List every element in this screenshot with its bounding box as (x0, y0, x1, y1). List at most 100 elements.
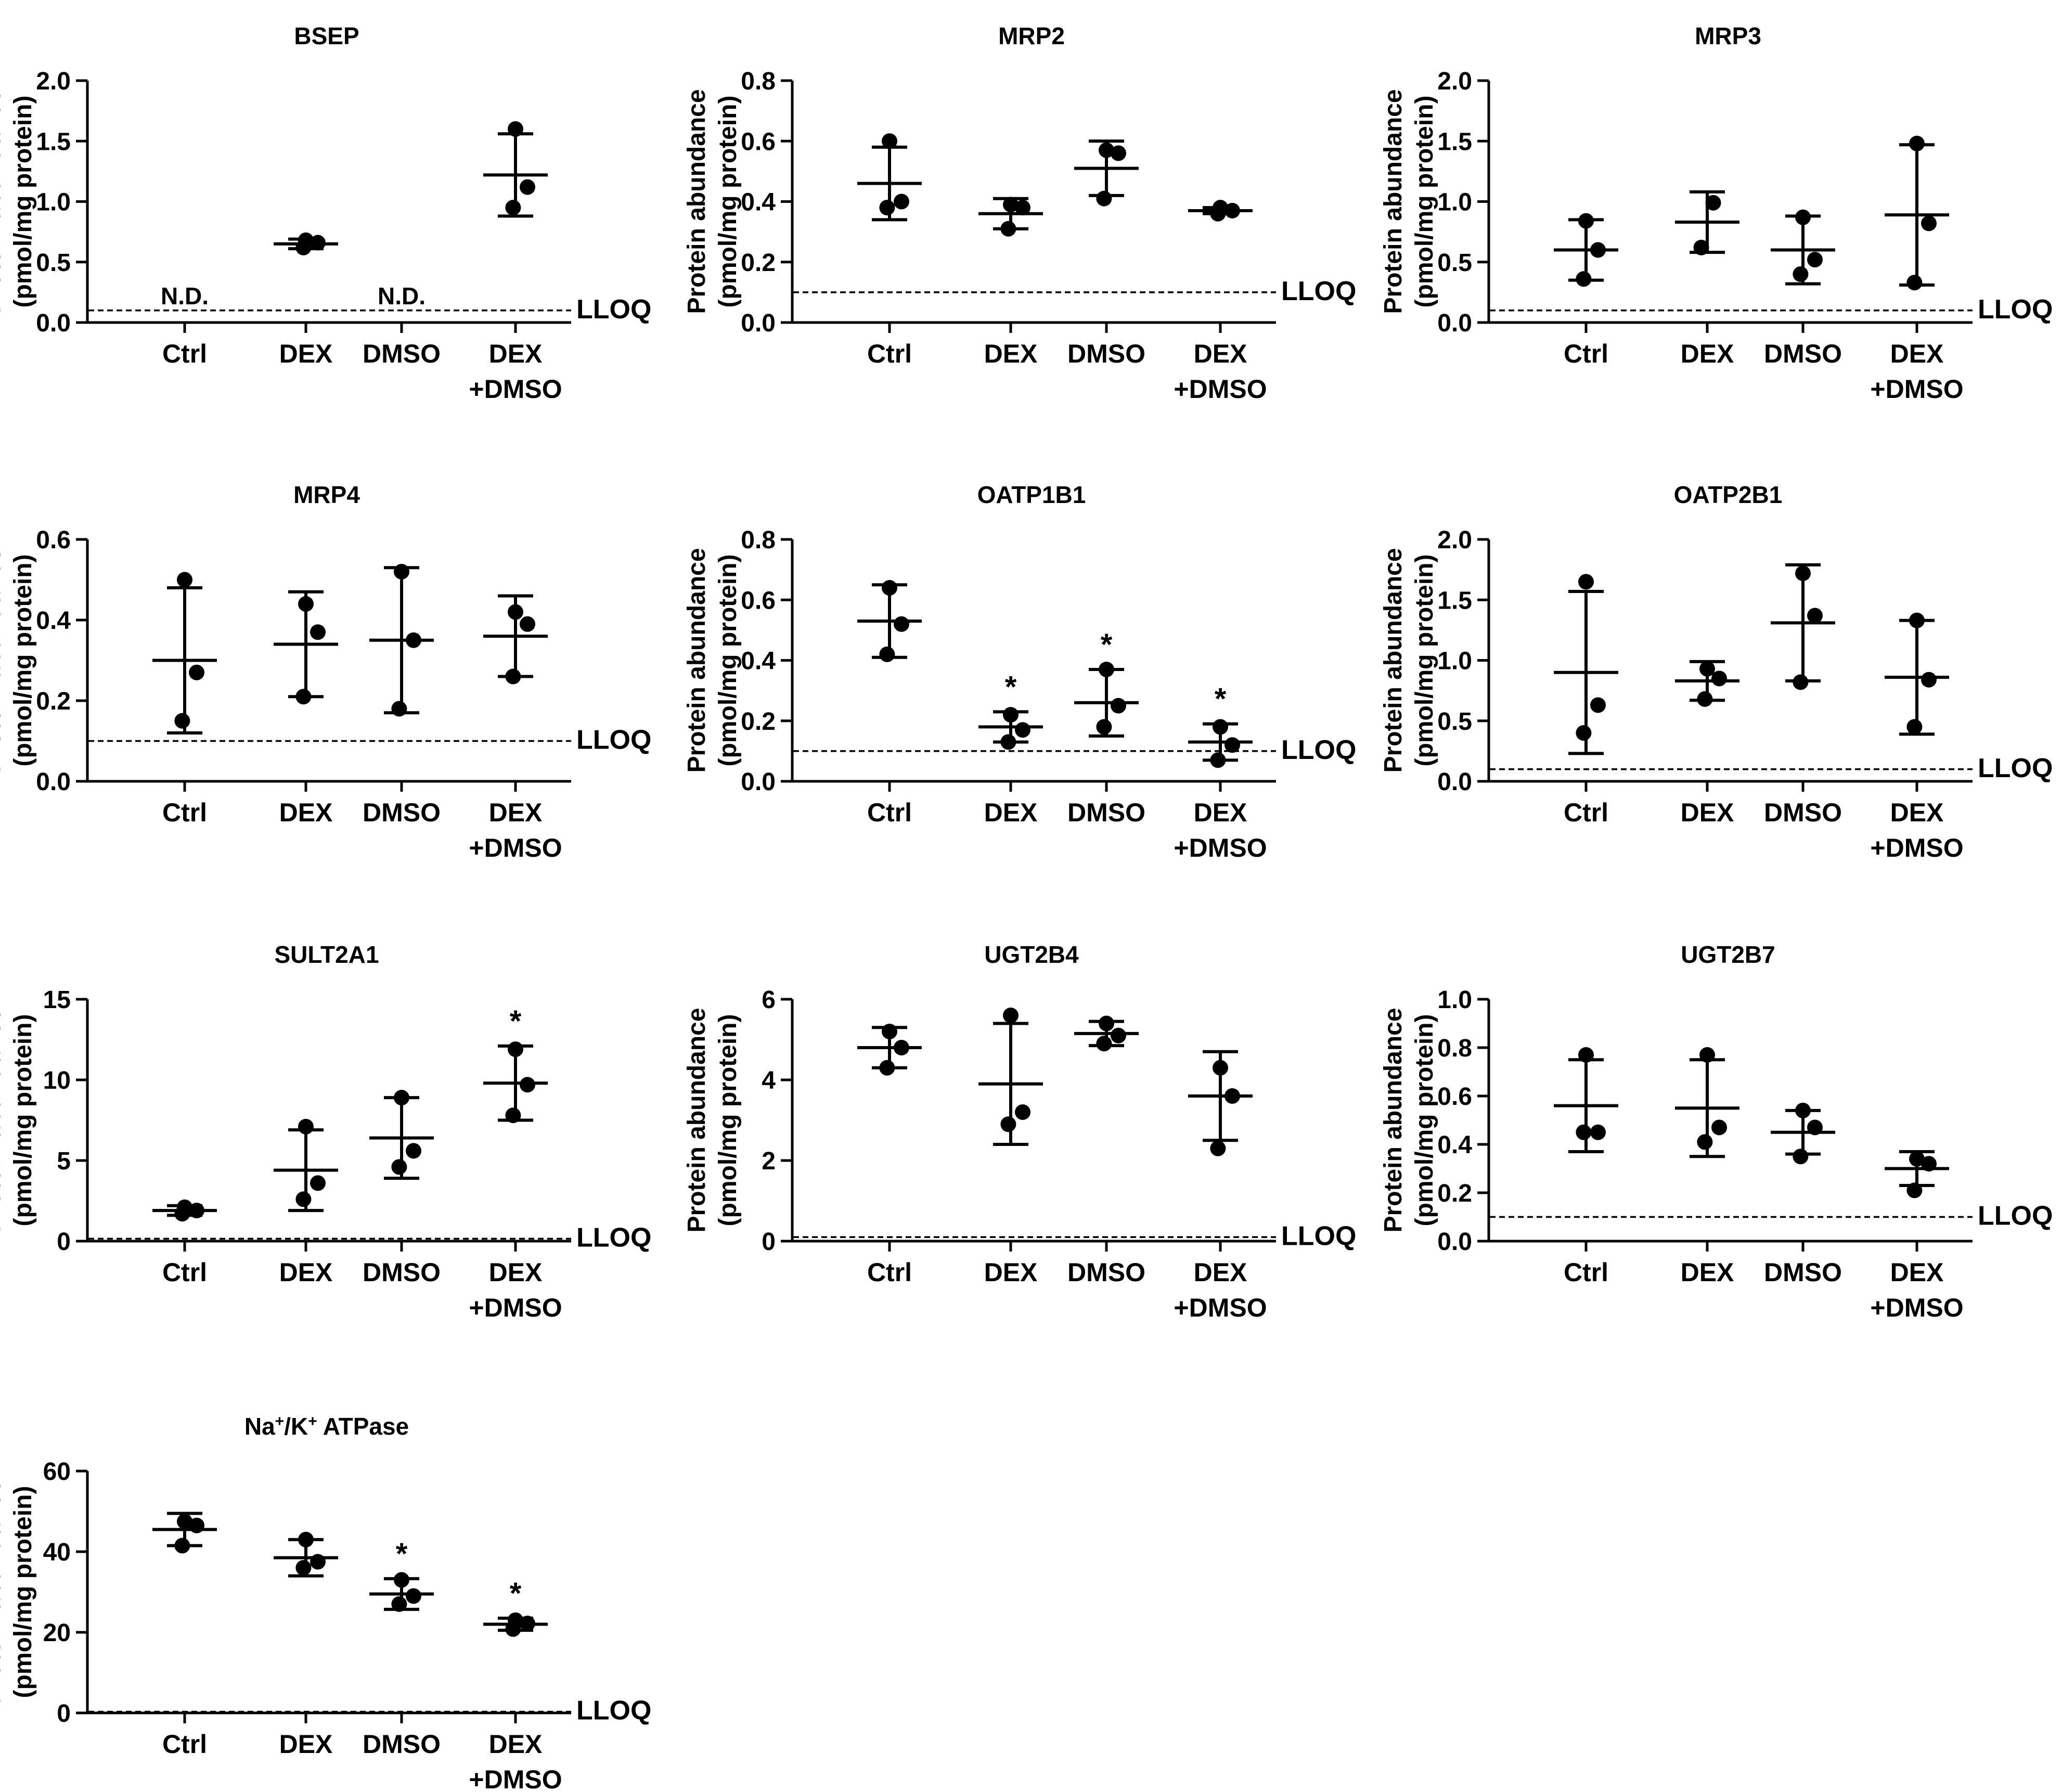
chart-panel-na-k-atpase: Na+/K+ ATPase Protein abundance (pmol/mg p… (0, 1413, 651, 1792)
x-tick-label: DEX (1890, 798, 1944, 827)
y-tick-label: 2.0 (36, 68, 71, 95)
data-point (505, 1107, 521, 1124)
data-point (189, 1517, 204, 1533)
data-point (1578, 574, 1594, 590)
data-point (1111, 1027, 1126, 1043)
chart-title: BSEP (294, 22, 359, 49)
data-point (298, 1531, 314, 1548)
chart-panel-oatp2b1: OATP2B1 Protein abundance (pmol/mg protein… (1380, 481, 2053, 862)
x-tick-label: Ctrl (1564, 339, 1608, 368)
data-point (1111, 145, 1126, 161)
chart-title: OATP2B1 (1674, 481, 1783, 508)
chart-panel-oatp1b1: OATP1B1 Protein abundance (pmol/mg protein… (683, 481, 1356, 862)
data-point (1906, 275, 1923, 291)
data-point (1096, 190, 1112, 207)
data-point (879, 646, 895, 662)
x-tick-label: DMSO (363, 1730, 441, 1759)
data-point (189, 1203, 204, 1219)
data-point (1807, 608, 1823, 624)
data-point (189, 664, 204, 680)
y-tick-label: 0.0 (741, 310, 776, 337)
data-point (1793, 1149, 1809, 1165)
y-tick-label: 0.0 (36, 768, 71, 796)
y-tick-label: 2.0 (1437, 68, 1472, 95)
y-tick-label: 0.6 (741, 587, 776, 614)
data-point (394, 1572, 409, 1588)
data-point (508, 121, 523, 137)
y-axis-label: Protein abundance (pmol/mg protein) (683, 548, 742, 772)
data-point (1015, 200, 1030, 216)
y-tick-label: 0 (57, 1700, 71, 1727)
x-tick-label: Ctrl (162, 1258, 207, 1287)
x-tick-label: DEX (1681, 798, 1734, 827)
chart-title: OATP1B1 (977, 481, 1086, 508)
data-point (310, 1175, 326, 1191)
y-tick-label: 0.2 (741, 708, 776, 736)
data-point (1111, 698, 1126, 714)
x-tick-label: DEX (279, 1258, 333, 1287)
y-tick-label: 0.8 (741, 526, 776, 554)
not-detected-label: N.D. (378, 282, 426, 310)
y-tick-label: 1.0 (1437, 189, 1472, 216)
data-point (391, 1159, 407, 1175)
chart-title: Na+/K+ ATPase (244, 1413, 409, 1440)
data-point (1793, 266, 1809, 282)
data-point (1921, 1156, 1937, 1172)
x-tick-label: DMSO (363, 339, 441, 368)
chart-title: SULT2A1 (274, 941, 379, 968)
x-tick-label: DEX (984, 339, 1038, 368)
x-tick-label: DMSO (363, 1258, 441, 1287)
y-tick-label: 1.5 (36, 128, 71, 156)
data-point (1795, 565, 1811, 582)
data-point (520, 616, 535, 632)
y-axis-label: Protein abundance (pmol/mg protein) (0, 1008, 37, 1232)
y-tick-label: 0.0 (1437, 768, 1472, 796)
data-point (1909, 612, 1925, 628)
data-point (1225, 1088, 1240, 1104)
x-tick-label: DEX (489, 1730, 543, 1759)
y-tick-label: 0.5 (36, 249, 71, 277)
significance-marker: * (1005, 670, 1017, 704)
significance-marker: * (510, 1577, 522, 1610)
data-point (1909, 1151, 1925, 1167)
x-tick-label: DEX (1194, 798, 1247, 827)
data-point (508, 1612, 523, 1628)
chart-panel-mrp4: MRP4 Protein abundance (pmol/mg protein)0.… (0, 481, 651, 862)
significance-marker: * (396, 1537, 408, 1571)
data-point (1795, 1102, 1811, 1118)
x-tick-label: Ctrl (162, 1730, 207, 1759)
data-point (1921, 672, 1937, 688)
data-point (1213, 1060, 1228, 1076)
significance-marker: * (1101, 628, 1113, 662)
data-point (1210, 752, 1226, 768)
y-axis-label: Protein abundance (pmol/mg protein) (1380, 548, 1438, 772)
y-tick-label: 20 (43, 1619, 71, 1647)
data-point (406, 632, 421, 648)
data-point (1000, 1116, 1016, 1132)
x-tick-label: DEX (279, 1730, 333, 1759)
lloq-label: LLOQ (1978, 1201, 2053, 1231)
y-tick-label: 0.8 (1437, 1035, 1472, 1062)
data-point (1697, 1134, 1713, 1150)
chart-title: UGT2B4 (984, 941, 1079, 968)
data-point (406, 1143, 421, 1159)
y-tick-label: 0.8 (741, 68, 776, 95)
data-point (1096, 1036, 1112, 1052)
data-point (1795, 209, 1811, 225)
data-point (1015, 1104, 1030, 1120)
data-point (310, 624, 326, 640)
chart-panel-ugt2b4: UGT2B4 Protein abundance (pmol/mg protein)… (683, 941, 1356, 1322)
data-point (894, 1040, 909, 1055)
y-tick-label: 0.6 (741, 128, 776, 156)
chart-title: UGT2B7 (1681, 941, 1775, 968)
chart-title: MRP2 (998, 22, 1065, 49)
data-point (520, 1077, 535, 1093)
y-tick-label: 0.2 (36, 688, 71, 715)
data-point (1705, 195, 1721, 211)
y-tick-label: 40 (43, 1539, 71, 1566)
y-tick-label: 1.5 (1437, 128, 1472, 156)
x-tick-label: Ctrl (1564, 798, 1608, 827)
lloq-label: LLOQ (576, 1222, 651, 1253)
y-tick-label: 1.5 (1437, 587, 1472, 614)
